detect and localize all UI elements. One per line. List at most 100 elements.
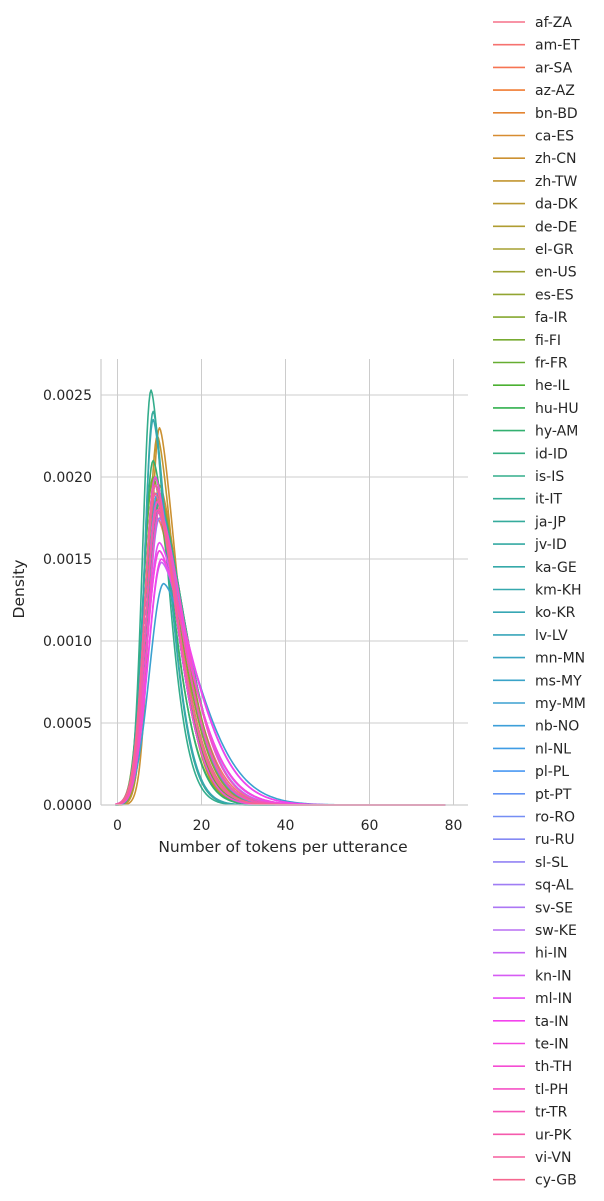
- legend-item: my-MM: [493, 696, 586, 712]
- legend-label: fi-FI: [535, 333, 561, 349]
- legend-item: ca-ES: [493, 129, 574, 145]
- legend-item: fa-IR: [493, 310, 568, 326]
- legend-label: th-TH: [535, 1059, 572, 1075]
- legend-label: ur-PK: [535, 1127, 572, 1143]
- legend-label: hy-AM: [535, 424, 578, 440]
- legend-item: ro-RO: [493, 810, 575, 826]
- legend-item: it-IT: [493, 492, 563, 508]
- x-tick-label: 40: [277, 818, 295, 834]
- legend-item: sl-SL: [493, 855, 568, 871]
- legend-item: hy-AM: [493, 424, 578, 440]
- density-line-hi-IN: [115, 561, 446, 806]
- legend-item: pl-PL: [493, 764, 569, 780]
- density-line-cy-GB: [115, 484, 446, 806]
- density-curves: [115, 389, 446, 806]
- density-line-kn-IN: [115, 549, 446, 806]
- x-axis-label: Number of tokens per utterance: [158, 838, 407, 856]
- legend-item: ru-RU: [493, 832, 575, 848]
- y-tick-label: 0.0000: [43, 798, 92, 814]
- legend-item: is-IS: [493, 469, 564, 485]
- legend-label: km-KH: [535, 583, 582, 599]
- legend-item: ko-KR: [493, 605, 576, 621]
- legend-item: kn-IN: [493, 968, 572, 984]
- legend-item: te-IN: [493, 1037, 569, 1053]
- legend-item: mn-MN: [493, 651, 585, 667]
- y-tick-label: 0.0015: [43, 552, 92, 568]
- legend-item: ja-JP: [493, 514, 566, 530]
- legend: af-ZA am-ET ar-SA az-AZ bn-BD ca-ES zh-CN zh-TW…: [493, 15, 586, 1189]
- legend-label: el-GR: [535, 242, 574, 258]
- legend-label: ja-JP: [534, 514, 566, 530]
- legend-label: lv-LV: [535, 628, 568, 644]
- density-line-te-IN: [115, 549, 446, 806]
- legend-label: ka-GE: [535, 560, 577, 576]
- legend-label: nl-NL: [535, 741, 571, 757]
- legend-item: es-ES: [493, 287, 574, 303]
- legend-item: ur-PK: [493, 1127, 572, 1143]
- legend-item: sv-SE: [493, 900, 573, 916]
- legend-label: sw-KE: [535, 923, 577, 939]
- legend-item: hu-HU: [493, 401, 579, 417]
- legend-label: jv-ID: [534, 537, 567, 553]
- x-tick-label: 60: [361, 818, 379, 834]
- legend-label: te-IN: [535, 1037, 569, 1053]
- legend-label: af-ZA: [535, 15, 572, 31]
- legend-label: ca-ES: [535, 129, 574, 145]
- legend-item: he-IL: [493, 378, 570, 394]
- tick-labels: 0 20 40 60 80 0.0000 0.0005 0.0010 0.0015 0.0020 0…: [43, 388, 462, 834]
- legend-label: zh-CN: [535, 151, 577, 167]
- legend-item: id-ID: [493, 446, 568, 462]
- y-tick-label: 0.0010: [43, 634, 92, 650]
- legend-label: ko-KR: [535, 605, 576, 621]
- legend-label: sq-AL: [535, 878, 574, 894]
- legend-item: jv-ID: [493, 537, 567, 553]
- legend-label: ml-IN: [535, 991, 572, 1007]
- legend-label: am-ET: [535, 38, 580, 54]
- legend-label: ms-MY: [535, 673, 582, 689]
- legend-label: fr-FR: [535, 356, 568, 372]
- legend-label: my-MM: [535, 696, 586, 712]
- legend-item: vi-VN: [493, 1150, 571, 1166]
- legend-item: sw-KE: [493, 923, 577, 939]
- legend-label: fa-IR: [535, 310, 568, 326]
- legend-item: fr-FR: [493, 356, 568, 372]
- legend-item: nl-NL: [493, 741, 571, 757]
- legend-label: kn-IN: [535, 968, 572, 984]
- axes: [100, 359, 468, 806]
- legend-item: cy-GB: [493, 1173, 577, 1189]
- y-tick-label: 0.0025: [43, 388, 92, 404]
- legend-item: bn-BD: [493, 106, 578, 122]
- legend-label: sl-SL: [535, 855, 568, 871]
- legend-item: el-GR: [493, 242, 574, 258]
- legend-label: pt-PT: [535, 787, 572, 803]
- legend-label: vi-VN: [535, 1150, 571, 1166]
- y-tick-label: 0.0020: [43, 470, 92, 486]
- legend-label: zh-TW: [535, 174, 578, 190]
- legend-item: pt-PT: [493, 787, 572, 803]
- legend-item: am-ET: [493, 38, 580, 54]
- legend-label: ro-RO: [535, 810, 575, 826]
- legend-label: en-US: [535, 265, 577, 281]
- density-line-zh-TW: [115, 435, 446, 806]
- legend-item: sq-AL: [493, 878, 574, 894]
- legend-item: km-KH: [493, 583, 582, 599]
- legend-label: is-IS: [535, 469, 564, 485]
- x-tick-label: 0: [113, 818, 122, 834]
- density-line-my-MM: [115, 582, 446, 806]
- legend-item: da-DK: [493, 197, 578, 213]
- legend-label: ar-SA: [535, 60, 573, 76]
- legend-item: zh-CN: [493, 151, 577, 167]
- legend-label: az-AZ: [535, 83, 575, 99]
- legend-item: af-ZA: [493, 15, 572, 31]
- legend-item: ka-GE: [493, 560, 577, 576]
- legend-item: tr-TR: [493, 1105, 568, 1121]
- legend-label: ru-RU: [535, 832, 575, 848]
- legend-label: cy-GB: [535, 1173, 577, 1189]
- y-axis-label: Density: [10, 560, 28, 619]
- legend-label: tr-TR: [535, 1105, 568, 1121]
- legend-item: ta-IN: [493, 1014, 569, 1030]
- legend-label: id-ID: [535, 446, 568, 462]
- legend-item: fi-FI: [493, 333, 561, 349]
- legend-label: pl-PL: [535, 764, 569, 780]
- legend-item: nb-NO: [493, 719, 579, 735]
